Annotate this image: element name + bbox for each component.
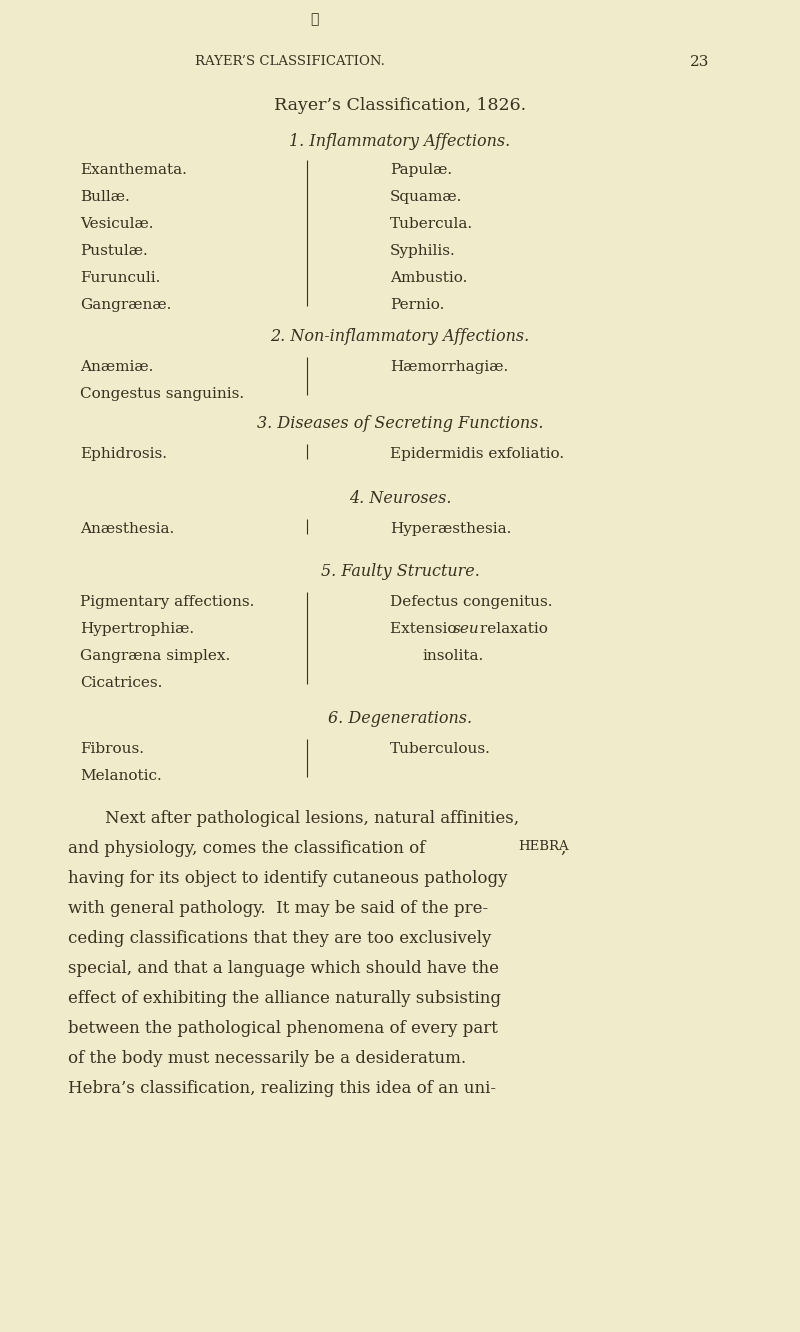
Text: Ephidrosis.: Ephidrosis. [80, 448, 167, 461]
Text: 23: 23 [690, 55, 710, 69]
Text: 4. Neuroses.: 4. Neuroses. [349, 490, 451, 507]
Text: Vesiculæ.: Vesiculæ. [80, 217, 154, 230]
Text: Syphilis.: Syphilis. [390, 244, 456, 258]
Text: Hyperæsthesia.: Hyperæsthesia. [390, 522, 511, 535]
Text: special, and that a language which should have the: special, and that a language which shoul… [68, 960, 499, 976]
Text: with general pathology.  It may be said of the pre-: with general pathology. It may be said o… [68, 900, 488, 916]
Text: Epidermidis exfoliatio.: Epidermidis exfoliatio. [390, 448, 564, 461]
Text: Papulæ.: Papulæ. [390, 163, 452, 177]
Text: between the pathological phenomena of every part: between the pathological phenomena of ev… [68, 1020, 498, 1038]
Text: 3. Diseases of Secreting Functions.: 3. Diseases of Secreting Functions. [257, 416, 543, 432]
Text: 5. Faulty Structure.: 5. Faulty Structure. [321, 563, 479, 579]
Text: Defectus congenitus.: Defectus congenitus. [390, 595, 553, 609]
Text: Gangræna simplex.: Gangræna simplex. [80, 649, 230, 663]
Text: Pigmentary affections.: Pigmentary affections. [80, 595, 254, 609]
Text: and physiology, comes the classification of: and physiology, comes the classification… [68, 840, 430, 856]
Text: seu: seu [453, 622, 480, 635]
Text: Gangrænæ.: Gangrænæ. [80, 298, 171, 312]
Text: Hebra’s classification, realizing this idea of an uni-: Hebra’s classification, realizing this i… [68, 1080, 496, 1098]
Text: Congestus sanguinis.: Congestus sanguinis. [80, 388, 244, 401]
Text: Fibrous.: Fibrous. [80, 742, 144, 757]
Text: insolita.: insolita. [422, 649, 483, 663]
Text: Furunculi.: Furunculi. [80, 270, 160, 285]
Text: Cicatrices.: Cicatrices. [80, 677, 162, 690]
Text: ceding classifications that they are too exclusively: ceding classifications that they are too… [68, 930, 491, 947]
Text: 1. Inflammatory Affections.: 1. Inflammatory Affections. [290, 133, 510, 151]
Text: relaxatio: relaxatio [475, 622, 548, 635]
Text: Pustulæ.: Pustulæ. [80, 244, 148, 258]
Text: effect of exhibiting the alliance naturally subsisting: effect of exhibiting the alliance natura… [68, 990, 501, 1007]
Text: Hæmorrhagiæ.: Hæmorrhagiæ. [390, 360, 508, 374]
Text: Tuberculous.: Tuberculous. [390, 742, 491, 757]
Text: ℓ: ℓ [310, 12, 318, 27]
Text: RAYER’S CLASSIFICATION.: RAYER’S CLASSIFICATION. [195, 55, 385, 68]
Text: Rayer’s Classification, 1826.: Rayer’s Classification, 1826. [274, 97, 526, 115]
Text: having for its object to identify cutaneous pathology: having for its object to identify cutane… [68, 870, 507, 887]
Text: Squamæ.: Squamæ. [390, 190, 462, 204]
Text: Bullæ.: Bullæ. [80, 190, 130, 204]
Text: Next after pathological lesions, natural affinities,: Next after pathological lesions, natural… [105, 810, 519, 827]
Text: Exanthemata.: Exanthemata. [80, 163, 187, 177]
Text: HEBRA: HEBRA [518, 840, 569, 852]
Text: 2. Non-inflammatory Affections.: 2. Non-inflammatory Affections. [270, 328, 530, 345]
Text: 6. Degenerations.: 6. Degenerations. [328, 710, 472, 727]
Text: Hypertrophiæ.: Hypertrophiæ. [80, 622, 194, 635]
Text: Melanotic.: Melanotic. [80, 769, 162, 783]
Text: Extensio: Extensio [390, 622, 462, 635]
Text: Pernio.: Pernio. [390, 298, 444, 312]
Text: Anæsthesia.: Anæsthesia. [80, 522, 174, 535]
Text: Tubercula.: Tubercula. [390, 217, 473, 230]
Text: Anæmiæ.: Anæmiæ. [80, 360, 154, 374]
Text: ,: , [560, 840, 566, 856]
Text: Ambustio.: Ambustio. [390, 270, 467, 285]
Text: of the body must necessarily be a desideratum.: of the body must necessarily be a deside… [68, 1050, 466, 1067]
